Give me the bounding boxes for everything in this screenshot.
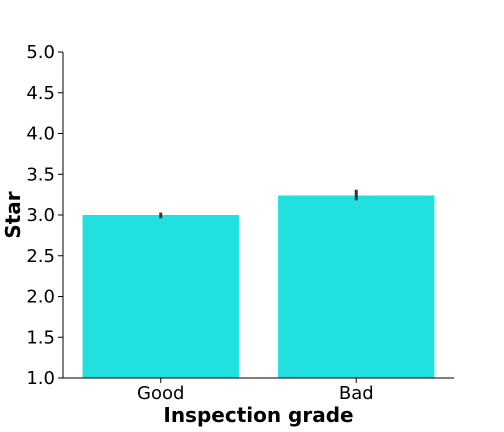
- bars-layer: [82, 195, 435, 378]
- bar-bad: [278, 195, 435, 378]
- y-tick-label: 5.0: [26, 42, 55, 63]
- y-tick-label: 1.0: [26, 368, 55, 389]
- bar-good: [82, 215, 239, 378]
- y-tick-label: 4.0: [26, 124, 55, 145]
- y-tick-label: 1.5: [26, 327, 55, 348]
- y-tick-label: 3.0: [26, 205, 55, 226]
- y-tick-label: 3.5: [26, 164, 55, 185]
- y-axis-title: Star: [1, 191, 25, 238]
- x-axis-title: Inspection grade: [163, 403, 353, 427]
- x-ticks: Good Bad: [137, 378, 374, 404]
- error-bars-layer: [159, 189, 358, 219]
- x-tick-label: Bad: [339, 383, 374, 404]
- y-tick-label: 2.0: [26, 287, 55, 308]
- x-tick-label: Good: [137, 383, 184, 404]
- y-tick-label: 2.5: [26, 246, 55, 267]
- y-ticks: 1.0 1.5 2.0 2.5 3.0 3.5 4.0 4.5 5.0: [26, 42, 63, 389]
- y-tick-label: 4.5: [26, 83, 55, 104]
